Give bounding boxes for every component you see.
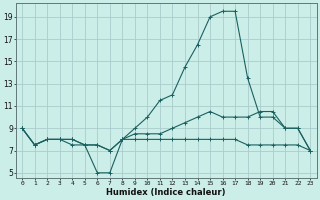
X-axis label: Humidex (Indice chaleur): Humidex (Indice chaleur) [107,188,226,197]
